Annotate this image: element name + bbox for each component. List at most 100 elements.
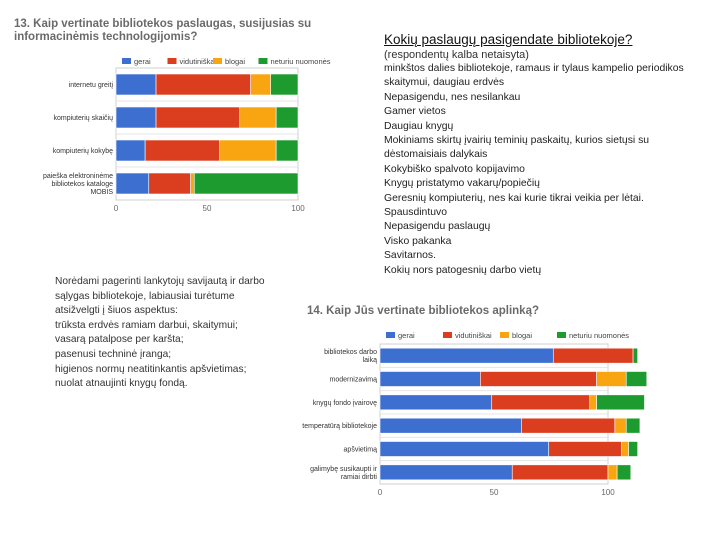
list-item: skaitymui, daugiau erdvės xyxy=(384,77,505,89)
bar-segment xyxy=(115,139,146,162)
legend-label: neturiu nuomonės xyxy=(569,331,629,340)
bar-segment xyxy=(275,139,299,162)
legend-label: blogai xyxy=(512,331,532,340)
conclusion-line: nuolat atnaujinti knygų fondą. xyxy=(55,378,188,390)
missing-services-title: Kokių paslaugų pasigendate bibliotekoje? xyxy=(384,32,633,47)
x-tick-label: 100 xyxy=(291,204,305,213)
bar-segment xyxy=(607,464,618,481)
improvement-conclusions: Norėdami pagerinti lankytojų savijautą i… xyxy=(55,275,295,392)
legend-label: gerai xyxy=(134,57,151,66)
category-label: paieška elektroninėme xyxy=(43,173,113,180)
category-label: galimybę susikaupti ir xyxy=(310,466,378,473)
missing-services-list: minkštos dalies bibliotekoje, ramaus ir … xyxy=(384,62,720,278)
category-label: modernizavimą xyxy=(330,377,378,384)
legend-label: gerai xyxy=(398,331,415,340)
conclusion-line: trūksta erdvės ramiam darbui, skaitymui; xyxy=(55,319,238,331)
legend-swatch xyxy=(500,332,509,338)
bar-segment xyxy=(480,371,597,387)
bar-segment xyxy=(548,441,622,457)
bar-segment xyxy=(596,394,645,411)
list-item: minkštos dalies bibliotekoje, ramaus ir … xyxy=(384,63,684,74)
category-label: knygų fondo įvairovę xyxy=(313,400,377,407)
bar-segment xyxy=(552,347,634,364)
bar-segment xyxy=(589,394,597,411)
bar-segment xyxy=(616,464,632,481)
conclusion-line: Norėdami pagerinti lankytojų savijautą i… xyxy=(55,276,265,287)
category-label: bibliotekos kataloge xyxy=(52,181,114,188)
bar-segment xyxy=(115,172,150,195)
bar-segment xyxy=(155,106,241,129)
bar-segment xyxy=(270,73,299,96)
bar-segment xyxy=(379,464,513,481)
list-item: Daugiau knygų xyxy=(384,120,454,132)
bar-segment xyxy=(379,394,493,411)
list-item: Mokiniams skirtų įvairių teminių paskait… xyxy=(384,135,650,147)
bar-segment xyxy=(379,347,554,364)
bar-segment xyxy=(614,417,627,434)
legend-label: vidutiniškai xyxy=(455,331,492,340)
chart-14: gerai vidutiniškai blogai neturiu nuomonės b… xyxy=(302,331,648,497)
category-label: bibliotekos darbo xyxy=(324,349,377,356)
bar-segment xyxy=(115,106,157,129)
list-item: Knygų pristatymo vakarų/popiečių xyxy=(384,178,540,190)
legend-swatch xyxy=(557,332,566,338)
bar-segment xyxy=(521,417,616,434)
category-label: ramiai dirbti xyxy=(341,474,378,481)
legend-label: neturiu nuomonės xyxy=(271,57,331,66)
conclusion-line: higienos normų neatitinkantis apšvietima… xyxy=(55,363,247,375)
category-label: apšvietimą xyxy=(344,447,378,454)
category-label: kompiuterių kokybę xyxy=(53,148,113,155)
legend-swatch xyxy=(386,332,395,338)
list-item: Savitarnos. xyxy=(384,250,436,262)
bar-segment xyxy=(148,172,191,195)
bar-segment xyxy=(155,73,251,96)
x-tick-label: 100 xyxy=(601,488,615,497)
bar-segment xyxy=(115,73,157,96)
chart-13: gerai vidutiniškai blogai neturiu nuomonės i… xyxy=(43,57,331,213)
bar-segment xyxy=(190,172,195,195)
legend-label: blogai xyxy=(225,57,245,66)
bar-segment xyxy=(596,371,627,387)
category-label: MOBIS xyxy=(90,189,113,196)
conclusion-line: pasenusi techninė įranga; xyxy=(55,348,172,360)
list-item: Nepasigendu paslaugų xyxy=(384,221,491,233)
conclusion-line: atsižvelgti į šiuos aspektus: xyxy=(55,305,178,317)
legend-swatch xyxy=(167,58,177,64)
category-label: temperatūrą bibliotekoje xyxy=(302,423,377,430)
x-tick-label: 0 xyxy=(378,488,383,497)
legend-swatch xyxy=(258,58,268,64)
bar-segment xyxy=(621,441,629,457)
list-item: Kokių nors patogesnių darbo vietų xyxy=(384,264,542,276)
bar-segment xyxy=(511,464,609,481)
bar-segment xyxy=(219,139,277,162)
x-tick-label: 50 xyxy=(490,488,499,497)
legend-swatch xyxy=(122,58,131,64)
category-label: kompiuterių skaičių xyxy=(53,115,113,122)
bar-segment xyxy=(250,73,271,96)
bar-segment xyxy=(144,139,221,162)
conclusion-line: vasarą patalpose per karšta; xyxy=(55,334,184,346)
chart-13-title: 13. Kaip vertinate bibliotekos paslaugas… xyxy=(14,18,312,43)
bar-segment xyxy=(379,441,550,457)
list-item: Visko pakanka xyxy=(384,235,452,247)
legend-swatch xyxy=(443,332,452,338)
list-item: Nepasigendu, nes nesilankau xyxy=(384,91,521,103)
bar-segment xyxy=(379,371,481,387)
conclusion-line: sąlygas bibliotekoje, labiausiai turėtum… xyxy=(55,290,235,302)
bar-segment xyxy=(239,106,277,129)
bar-segment xyxy=(628,441,638,457)
bar-segment xyxy=(625,371,648,387)
list-item: Kokybiško spalvoto kopijavimo xyxy=(384,163,525,175)
list-item: Geresnių kompiuterių, nes kai kurie tikr… xyxy=(384,192,644,204)
bar-segment xyxy=(632,347,638,364)
chart-14-title: 14. Kaip Jūs vertinate bibliotekos aplin… xyxy=(307,305,539,317)
bar-segment xyxy=(275,106,299,129)
bar-segment xyxy=(193,172,299,195)
missing-services-panel: Kokių paslaugų pasigendate bibliotekoje?… xyxy=(384,32,720,278)
bar-segment xyxy=(491,394,591,411)
x-tick-label: 50 xyxy=(203,204,212,213)
legend-swatch xyxy=(213,58,222,64)
list-item: Gamer vietos xyxy=(384,106,446,118)
list-item: Spausdintuvo xyxy=(384,207,447,219)
legend-label: vidutiniškai xyxy=(180,57,217,66)
